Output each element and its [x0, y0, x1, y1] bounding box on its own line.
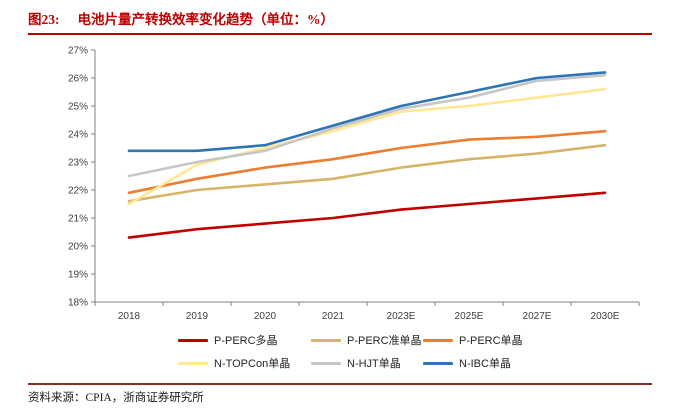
x-tick-label: 2030E: [591, 311, 620, 322]
x-tick-label: 2018: [118, 311, 141, 322]
legend-line-marker: [423, 361, 453, 365]
x-tick-label: 2021: [322, 311, 345, 322]
legend-item: N-IBC单晶: [423, 355, 523, 371]
legend-item: N-TOPCon单晶: [178, 355, 311, 371]
footer-divider: [28, 383, 652, 385]
title-divider: [28, 33, 652, 35]
chart-line-N-HJT单晶: [127, 73, 607, 178]
legend-line-marker: [311, 338, 341, 342]
x-tick-label: 2025E: [455, 311, 484, 322]
figure-header: 图23: 电池片量产转换效率变化趋势（单位：%）: [28, 8, 334, 28]
legend-line-marker: [178, 361, 208, 365]
y-tick-label: 19%: [68, 270, 88, 281]
legend-label: P-PERC单晶: [459, 335, 523, 347]
legend-item: N-HJT单晶: [311, 355, 423, 371]
x-tick-label: 2027E: [523, 311, 552, 322]
efficiency-line-chart: 18% 19% 20% 21% 22% 23% 24% 25% 26% 27% 2018 2019 20…: [68, 46, 640, 322]
legend-label: N-HJT单晶: [347, 358, 401, 370]
y-tick-label: 20%: [68, 242, 88, 253]
legend-label: P-PERC多晶: [214, 335, 278, 347]
legend-line-marker: [178, 338, 208, 342]
x-tick-label: 2020: [254, 311, 277, 322]
figure-title: 电池片量产转换效率变化趋势（单位：%）: [77, 12, 335, 27]
x-tick-label: 2023E: [387, 311, 416, 322]
source-note: 资料来源：CPIA，浙商证券研究所: [28, 392, 204, 404]
y-tick-label: 26%: [68, 74, 88, 85]
legend-label: N-IBC单晶: [459, 358, 511, 370]
chart-legend: P-PERC多晶 P-PERC准单晶 P-PERC单晶 N-TOPCon单晶 N…: [178, 332, 523, 371]
legend-item: P-PERC多晶: [178, 332, 311, 348]
y-tick-label: 23%: [68, 158, 88, 169]
chart-line-N-TOPCon单晶: [127, 87, 607, 206]
legend-item: P-PERC单晶: [423, 332, 523, 348]
y-tick-label: 22%: [68, 186, 88, 197]
legend-line-marker: [423, 338, 453, 342]
y-tick-label: 21%: [68, 214, 88, 225]
chart-line-P-PERC单晶: [127, 129, 607, 195]
x-tick-label: 2019: [186, 311, 209, 322]
y-tick-label: 25%: [68, 102, 88, 113]
chart-line-N-IBC单晶: [127, 71, 607, 153]
figure-label: 图23:: [28, 12, 60, 27]
legend-label: P-PERC准单晶: [347, 335, 422, 347]
legend-label: N-TOPCon单晶: [214, 358, 291, 370]
legend-line-marker: [311, 361, 341, 365]
legend-item: P-PERC准单晶: [311, 332, 423, 348]
chart-line-P-PERC准单晶: [127, 143, 607, 203]
y-tick-label: 24%: [68, 130, 88, 141]
y-tick-label: 18%: [68, 298, 88, 309]
y-tick-label: 27%: [68, 46, 88, 57]
chart-line-P-PERC多晶: [127, 191, 607, 239]
